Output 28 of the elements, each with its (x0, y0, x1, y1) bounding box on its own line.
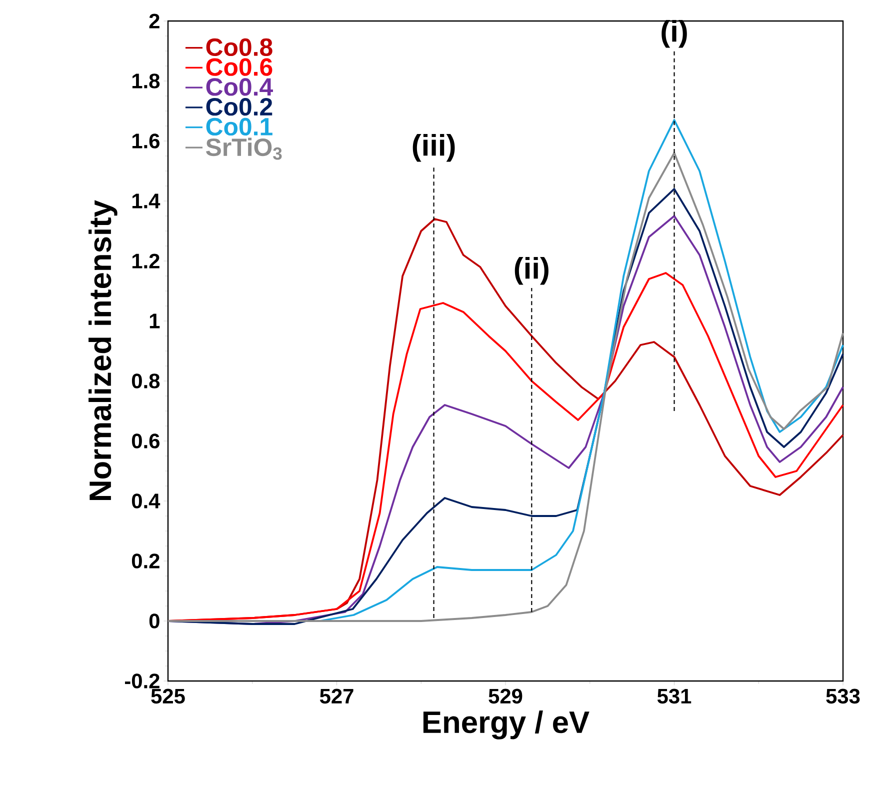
y-tick-label: 0 (149, 614, 160, 628)
legend-label: Co0.8 (206, 38, 272, 56)
series-label: (iii) (412, 134, 455, 162)
y-tick-label: 0.6 (132, 434, 160, 448)
y-tick-label: -0.2 (124, 674, 160, 688)
y-tick-label: 2 (149, 14, 160, 28)
y-tick-label: 1.8 (132, 74, 160, 88)
legend-label: SrTiO$_{3}$ (206, 138, 282, 160)
series-label: (ii) (514, 256, 548, 285)
x-tick-label: 529 (488, 688, 522, 704)
legend-label: Co0.6 (206, 58, 272, 76)
x-tick-label: 531 (657, 688, 692, 704)
y-tick-label: 1 (150, 314, 160, 328)
y-tick-label: 0.2 (132, 554, 160, 568)
x-axis-title: Energy / eV (423, 710, 590, 740)
legend-label: Co0.1 (206, 118, 272, 136)
y-axis-title: Normalized intensity (88, 200, 118, 500)
x-tick-label: 533 (826, 688, 860, 704)
y-tick-label: 0.8 (132, 374, 160, 388)
y-tick-label: 1.6 (132, 134, 160, 148)
legend-label: Co0.4 (206, 78, 273, 96)
y-tick-label: 1.2 (132, 254, 160, 268)
x-tick-label: 525 (151, 688, 185, 704)
y-tick-label: 0.4 (132, 494, 160, 508)
series-label: (i) (662, 20, 687, 48)
x-tick-label: 527 (320, 688, 354, 704)
y-tick-label: 1.4 (132, 194, 160, 208)
legend-label: Co0.2 (206, 98, 272, 116)
